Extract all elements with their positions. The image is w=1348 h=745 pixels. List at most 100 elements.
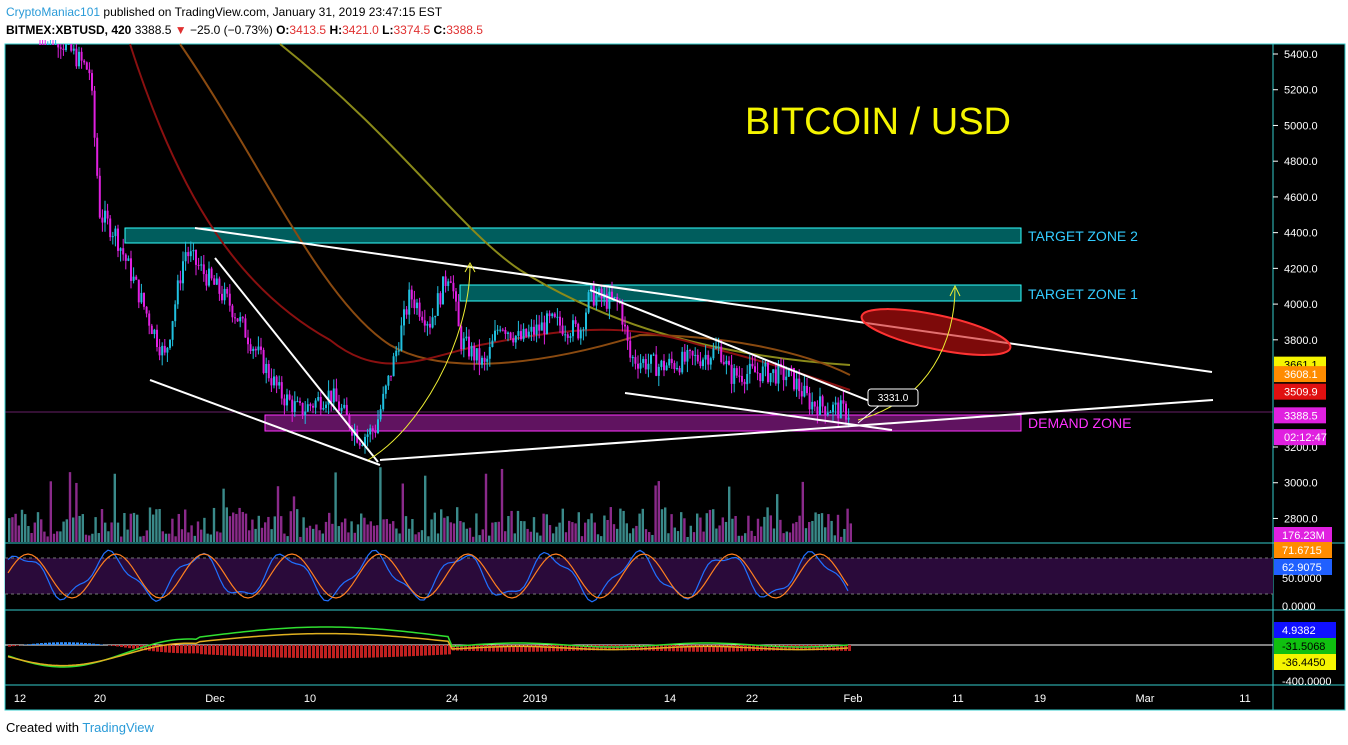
time-axis-bg (5, 685, 1273, 710)
volume-bar (81, 514, 84, 542)
volume-bar (84, 534, 88, 542)
zone-label: DEMAND ZONE (1028, 415, 1131, 431)
candle-body (319, 396, 322, 410)
macd-hist (280, 645, 283, 658)
candle-body (754, 366, 756, 373)
volume-bar (532, 517, 536, 542)
volume-bar (635, 525, 638, 542)
volume-bar (459, 520, 462, 542)
candle-body (748, 363, 751, 374)
macd-hist (592, 645, 595, 651)
candle-body (429, 323, 431, 328)
brand[interactable]: TradingView (82, 720, 154, 735)
macd-hist (28, 644, 31, 645)
candle-body (369, 428, 372, 435)
candle-body (847, 417, 850, 420)
volume-bar (769, 515, 772, 542)
volume-bar (414, 534, 417, 542)
macd-hist (236, 645, 239, 656)
volume-bar (801, 481, 804, 542)
volume-bar (62, 521, 65, 542)
macd-hist (424, 645, 427, 656)
volume-bar (488, 535, 491, 542)
macd-hist (576, 645, 579, 651)
candle-body (774, 369, 777, 384)
macd-hist (724, 645, 727, 652)
candle-body (322, 407, 325, 410)
volume-bar (724, 521, 728, 542)
price-badge (1274, 383, 1326, 400)
price-badge-label: 3509.9 (1284, 387, 1318, 399)
author[interactable]: CryptoManiac101 (6, 5, 101, 19)
volume-bar (366, 524, 369, 542)
volume-bar (142, 535, 145, 542)
volume-bar (539, 535, 542, 542)
macd-badge (1274, 638, 1336, 654)
macd-hist (524, 645, 527, 652)
candle-body (436, 293, 439, 316)
candle-body (249, 344, 252, 351)
macd-hist (628, 645, 631, 651)
price-badge (1274, 407, 1326, 424)
candle-body (743, 381, 746, 385)
candle-body (678, 368, 681, 373)
macd-hist (640, 645, 643, 651)
volume-bar (27, 526, 30, 542)
volume-bar (616, 528, 619, 542)
stoch-k (7, 549, 849, 603)
frame (4, 43, 1346, 711)
volume-bar (785, 531, 788, 542)
volume-bar (696, 513, 699, 542)
volume-bar (692, 532, 696, 542)
macd-hist (56, 642, 59, 645)
volume-bar (673, 527, 676, 542)
candle-body (761, 366, 764, 382)
candle-body (49, 44, 52, 45)
candle-body (793, 368, 795, 390)
macd-hist (680, 645, 683, 652)
candle-body (663, 360, 665, 371)
volume-bar (104, 522, 107, 542)
candle-body (634, 357, 637, 364)
volume-bar (795, 522, 798, 542)
zone-label: TARGET ZONE 1 (1028, 286, 1138, 302)
macd-hist (260, 645, 263, 657)
macd-hist (428, 645, 431, 656)
macd-hist (80, 642, 83, 645)
volume-bar (625, 523, 628, 542)
candle-body (395, 350, 398, 357)
candle-body (98, 175, 101, 218)
volume-bar (603, 515, 606, 542)
volume-bar (744, 533, 747, 542)
candle-body (720, 346, 723, 363)
candle-body (101, 217, 104, 223)
macd-label: -36.4450 (1282, 657, 1325, 669)
macd-hist (492, 645, 495, 652)
candle-body (299, 401, 301, 403)
volume-bar (360, 513, 363, 542)
macd-hist (580, 645, 583, 651)
macd-hist (12, 645, 15, 647)
volume-bar (500, 468, 504, 542)
macd-hist (84, 642, 87, 645)
candle-body (494, 330, 496, 341)
candle-body (673, 363, 676, 370)
candle-body (309, 404, 312, 406)
candle-body (826, 412, 829, 415)
volume-bar (30, 532, 33, 542)
candle-body (182, 261, 184, 284)
macd-hist (488, 645, 491, 652)
volume-bar (404, 516, 408, 542)
candle-body (717, 346, 720, 348)
macd-hist (204, 645, 207, 655)
volume-bar (334, 472, 337, 542)
volume-bar (481, 529, 484, 542)
volume-badge (1274, 527, 1332, 542)
stoch-band (5, 558, 1273, 594)
macd-hist (296, 645, 299, 658)
candle-body (278, 382, 281, 386)
time-tick-label: 11 (1239, 693, 1250, 705)
candle-body (351, 427, 353, 436)
volume-bar (206, 533, 209, 542)
macd-hist (528, 645, 531, 652)
